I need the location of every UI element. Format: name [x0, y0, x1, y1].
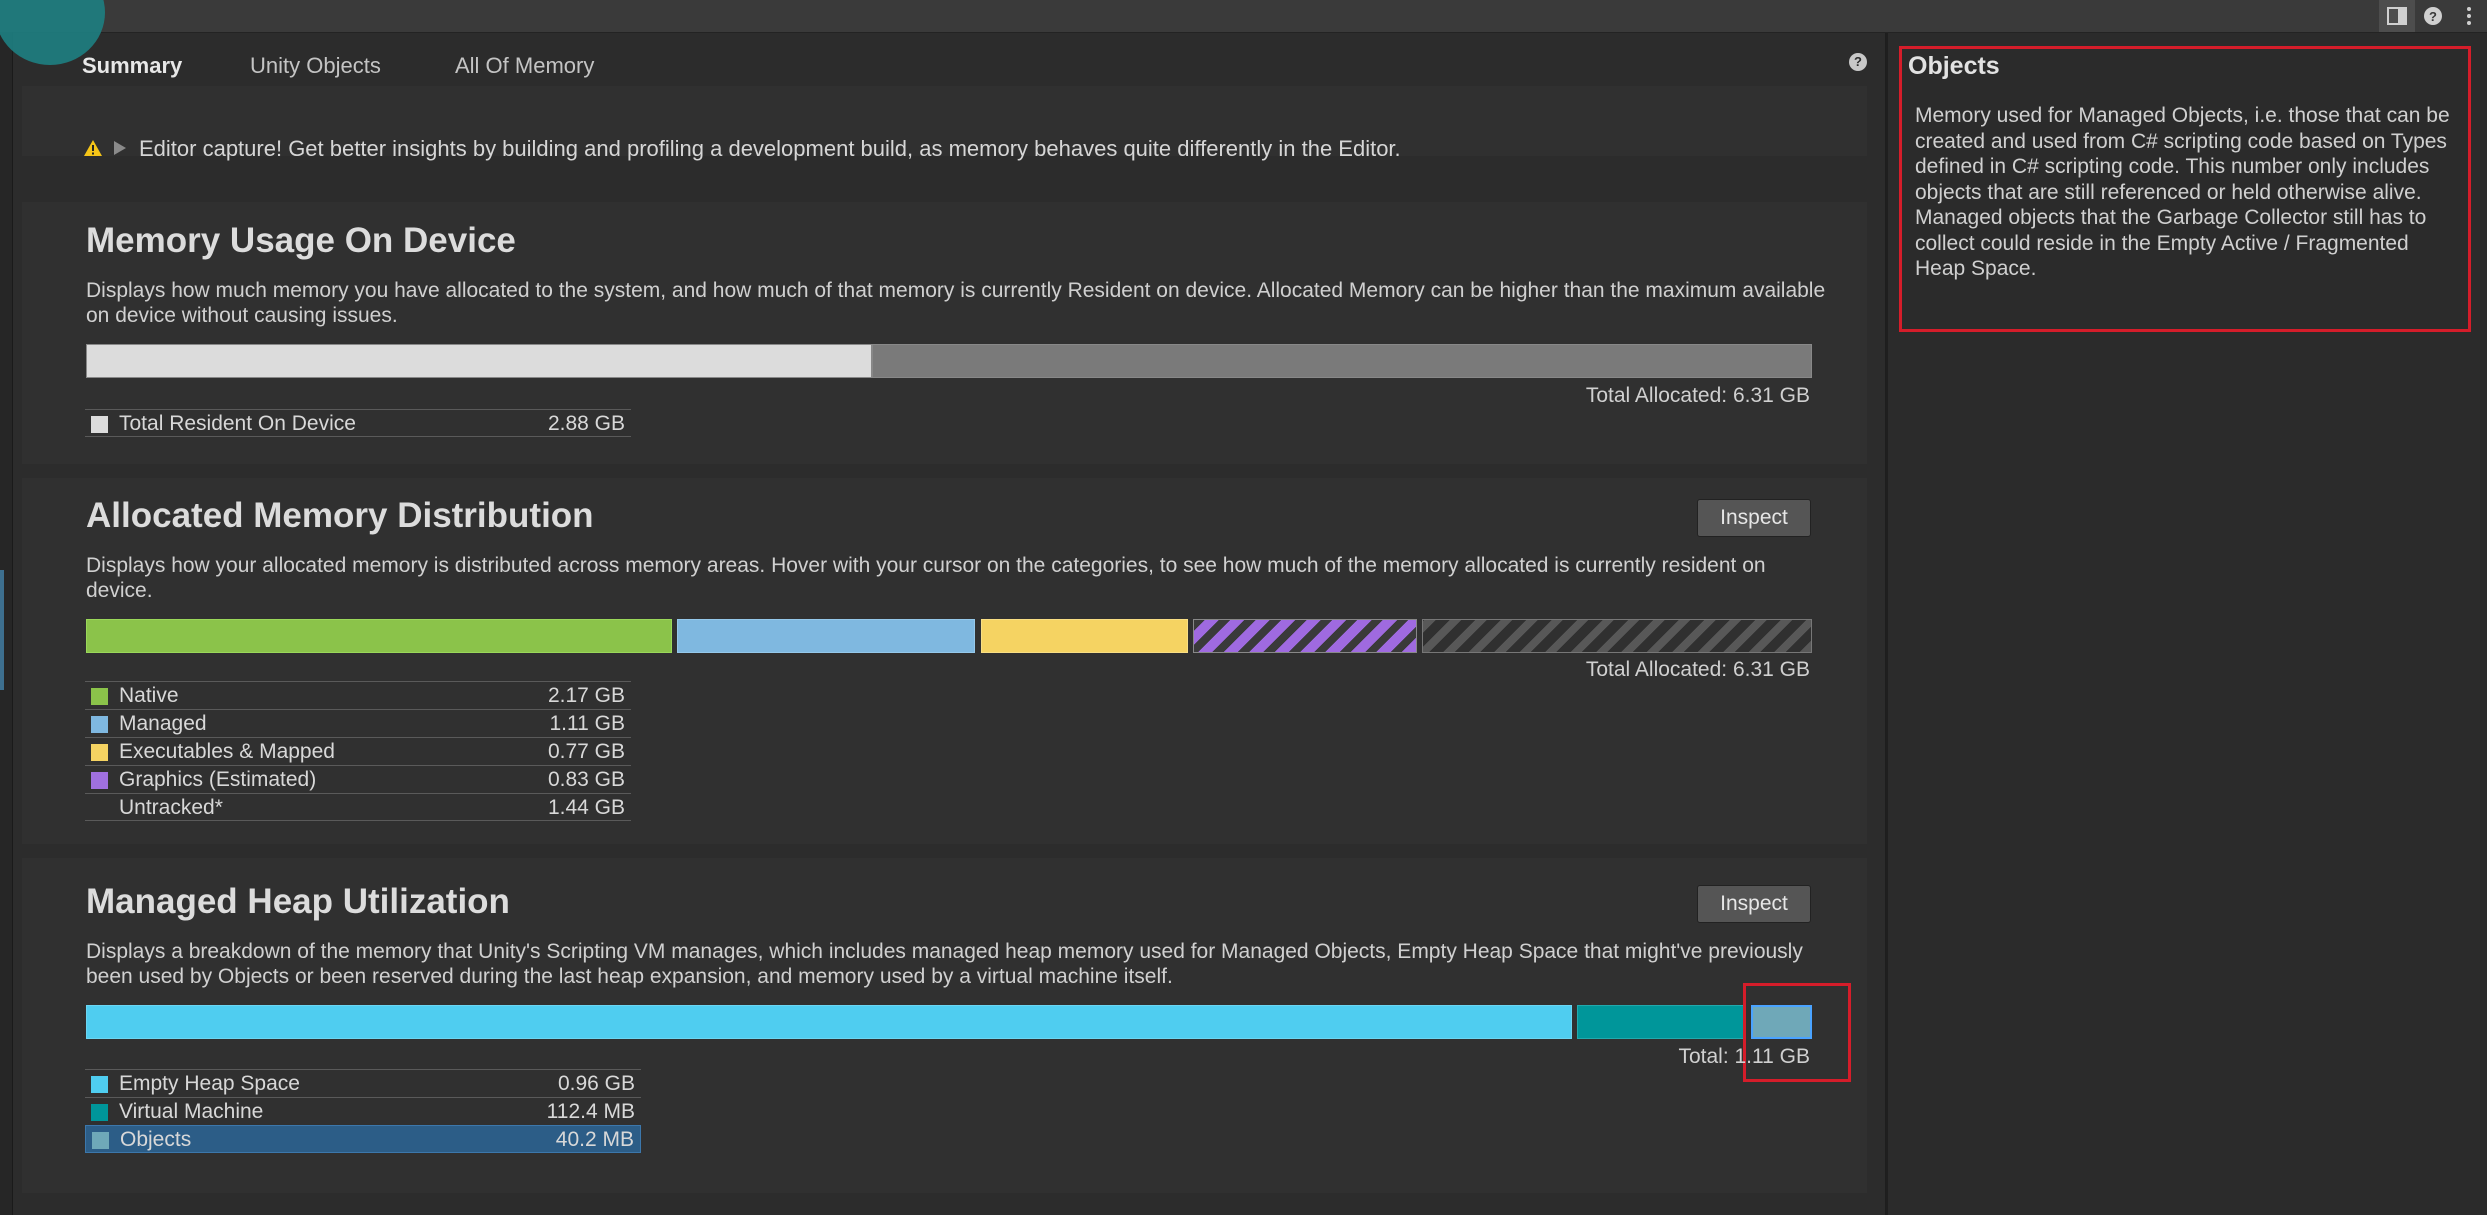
allocated-legend: Native 2.17 GB Managed 1.11 GB Executabl…	[85, 681, 631, 821]
legend-value: 2.88 GB	[547, 412, 625, 435]
allocated-inspect-button[interactable]: Inspect	[1697, 499, 1811, 537]
legend-swatch	[91, 1076, 108, 1093]
legend-swatch	[91, 800, 108, 817]
legend-swatch	[91, 744, 108, 761]
virtual-machine-bar[interactable]	[1577, 1005, 1745, 1039]
memory-usage-title: Memory Usage On Device	[86, 221, 516, 260]
legend-label: Graphics (Estimated)	[119, 768, 317, 791]
legend-row-empty-heap[interactable]: Empty Heap Space 0.96 GB	[85, 1069, 641, 1097]
warning-text: Editor capture! Get better insights by b…	[139, 136, 1401, 161]
executables-bar[interactable]	[981, 619, 1188, 653]
legend-row-objects[interactable]: Objects 40.2 MB	[85, 1125, 641, 1153]
legend-value: 1.44 GB	[547, 796, 625, 819]
managed-bar[interactable]	[677, 619, 975, 653]
legend-swatch	[91, 1104, 108, 1121]
legend-value: 1.11 GB	[549, 712, 626, 735]
allocated-remaining-bar[interactable]	[872, 344, 1812, 378]
legend-row-managed[interactable]: Managed 1.11 GB	[85, 709, 631, 737]
summary-help-icon[interactable]: ?	[1849, 53, 1867, 71]
legend-label: Managed	[119, 712, 207, 735]
legend-label: Native	[119, 684, 179, 707]
legend-value: 0.96 GB	[557, 1072, 635, 1095]
legend-swatch	[91, 416, 108, 433]
tab-bar: Summary Unity Objects All Of Memory ?	[13, 33, 1885, 95]
managed-heap-legend: Empty Heap Space 0.96 GB Virtual Machine…	[85, 1069, 641, 1153]
details-title: Objects	[1908, 52, 2000, 80]
legend-value: 40.2 MB	[555, 1128, 634, 1151]
tab-unity-objects[interactable]: Unity Objects	[250, 53, 381, 78]
details-description: Memory used for Managed Objects, i.e. th…	[1915, 104, 2450, 280]
legend-row-native[interactable]: Native 2.17 GB	[85, 681, 631, 709]
legend-swatch	[91, 688, 108, 705]
allocated-distribution-title: Allocated Memory Distribution	[86, 496, 594, 535]
allocated-distribution-description: Displays how your allocated memory is di…	[86, 554, 1766, 602]
svg-text:?: ?	[2429, 9, 2437, 24]
legend-label: Virtual Machine	[119, 1100, 264, 1123]
details-panel	[1886, 33, 2487, 1215]
tab-summary[interactable]: Summary	[82, 53, 183, 78]
legend-value: 0.83 GB	[547, 768, 625, 791]
legend-label: Objects	[120, 1128, 192, 1151]
legend-value: 112.4 MB	[546, 1100, 635, 1123]
legend-label: Total Resident On Device	[119, 412, 356, 435]
managed-heap-description: Displays a breakdown of the memory that …	[86, 940, 1803, 988]
managed-heap-inspect-button[interactable]: Inspect	[1697, 885, 1811, 923]
legend-row-executables[interactable]: Executables & Mapped 0.77 GB	[85, 737, 631, 765]
legend-swatch	[91, 716, 108, 733]
tab-all-of-memory[interactable]: All Of Memory	[455, 53, 595, 78]
memory-usage-legend: Total Resident On Device 2.88 GB	[85, 409, 631, 437]
allocated-total: Total Allocated: 6.31 GB	[1585, 658, 1810, 681]
warning-icon	[84, 140, 102, 156]
native-bar[interactable]	[86, 619, 672, 653]
legend-value: 0.77 GB	[547, 740, 625, 763]
managed-heap-title: Managed Heap Utilization	[86, 882, 510, 921]
left-dock-strip	[0, 32, 13, 1215]
toggle-details-panel-icon[interactable]	[2379, 0, 2415, 32]
details-highlight	[1899, 46, 2471, 332]
objects-bar[interactable]	[1751, 1005, 1812, 1039]
objects-bar-highlight	[1743, 983, 1851, 1082]
legend-swatch	[92, 1132, 109, 1149]
more-options-icon[interactable]	[2451, 0, 2487, 32]
empty-heap-bar[interactable]	[86, 1005, 1572, 1039]
legend-row-resident[interactable]: Total Resident On Device 2.88 GB	[85, 409, 631, 437]
resident-bar[interactable]	[86, 344, 872, 378]
legend-label: Empty Heap Space	[119, 1072, 300, 1095]
legend-swatch	[91, 772, 108, 789]
memory-usage-section	[22, 202, 1867, 464]
help-icon[interactable]: ?	[2415, 0, 2451, 32]
untracked-bar[interactable]	[1422, 619, 1812, 653]
memory-usage-description: Displays how much memory you have alloca…	[86, 279, 1826, 327]
expand-arrow-icon[interactable]	[113, 140, 127, 156]
memory-usage-total: Total Allocated: 6.31 GB	[1585, 384, 1810, 407]
legend-value: 2.17 GB	[547, 684, 625, 707]
legend-row-graphics[interactable]: Graphics (Estimated) 0.83 GB	[85, 765, 631, 793]
graphics-bar[interactable]	[1193, 619, 1417, 653]
legend-row-untracked[interactable]: Untracked* 1.44 GB	[85, 793, 631, 821]
legend-label: Untracked*	[119, 796, 223, 819]
managed-heap-total: Total: 1.11 GB	[1678, 1045, 1810, 1068]
editor-capture-warning	[22, 86, 1867, 156]
allocated-distribution-section	[22, 478, 1867, 844]
legend-row-virtual-machine[interactable]: Virtual Machine 112.4 MB	[85, 1097, 641, 1125]
dock-accent	[0, 570, 4, 690]
legend-label: Executables & Mapped	[119, 740, 335, 763]
window-toolbar: ?	[0, 0, 2487, 33]
